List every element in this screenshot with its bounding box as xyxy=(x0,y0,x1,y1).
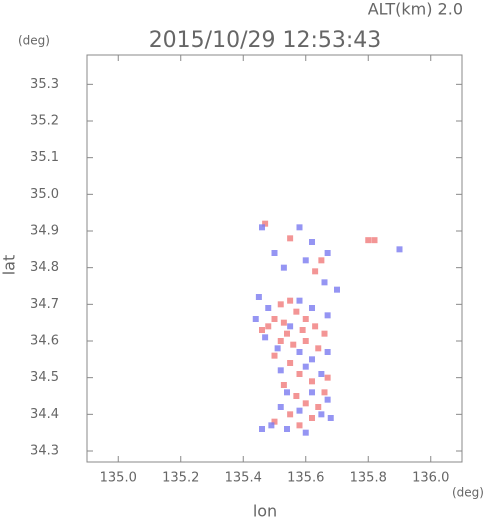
y-tick-label: 35.1 xyxy=(30,150,59,165)
data-point xyxy=(312,268,319,275)
data-point xyxy=(371,237,378,244)
data-point xyxy=(287,360,294,366)
y-tick-label: 34.9 xyxy=(30,224,59,239)
data-point xyxy=(265,323,272,330)
data-point xyxy=(262,334,269,341)
data-point xyxy=(302,363,309,370)
data-point xyxy=(324,312,331,319)
altitude-label: ALT(km) 2.0 xyxy=(368,0,463,19)
data-point xyxy=(296,422,303,429)
x-tick-label: 136.0 xyxy=(412,471,449,486)
data-point xyxy=(327,415,334,421)
data-point xyxy=(309,378,315,385)
data-point xyxy=(262,220,269,227)
y-tick-label: 34.8 xyxy=(30,260,59,275)
data-point xyxy=(277,367,284,374)
data-point xyxy=(284,426,290,432)
data-point xyxy=(318,411,325,418)
data-point xyxy=(324,396,331,403)
data-point xyxy=(287,235,294,242)
data-point xyxy=(309,305,315,311)
y-tick-label: 34.5 xyxy=(30,370,59,385)
data-point xyxy=(312,323,319,330)
data-point xyxy=(259,224,265,231)
y-tick-label: 35.0 xyxy=(30,187,59,202)
data-point xyxy=(296,224,303,231)
data-point xyxy=(324,250,331,256)
data-point xyxy=(296,349,303,355)
x-tick-label: 135.8 xyxy=(350,471,387,486)
x-tick-label: 135.2 xyxy=(162,471,199,486)
data-point xyxy=(271,316,278,322)
data-point xyxy=(277,338,284,344)
data-point xyxy=(309,356,315,363)
y-tick-label: 34.7 xyxy=(30,297,59,312)
y-axis-label: lat xyxy=(0,255,19,276)
data-point xyxy=(365,237,372,244)
y-tick-label: 34.3 xyxy=(30,444,59,459)
data-point xyxy=(396,246,403,253)
data-point xyxy=(287,297,294,304)
data-point xyxy=(252,316,259,322)
data-point xyxy=(255,294,262,300)
data-point xyxy=(287,411,294,418)
data-point xyxy=(290,341,297,348)
data-point xyxy=(284,330,290,337)
data-point xyxy=(334,286,340,293)
data-point xyxy=(309,239,315,245)
data-point xyxy=(280,264,287,271)
data-point xyxy=(309,389,315,396)
x-axis-label: lon xyxy=(253,502,277,521)
data-point xyxy=(318,257,325,264)
y-tick-label: 35.3 xyxy=(30,77,59,92)
data-point xyxy=(268,422,275,429)
data-point xyxy=(296,407,303,414)
x-tick-label: 135.4 xyxy=(225,471,262,486)
data-point xyxy=(271,418,278,425)
data-point xyxy=(302,316,309,322)
data-point xyxy=(265,305,272,311)
data-point xyxy=(302,400,309,407)
x-tick-label: 135.6 xyxy=(287,471,324,486)
plot-frame xyxy=(86,54,463,463)
chart-title: 2015/10/29 12:53:43 xyxy=(149,28,382,53)
data-point xyxy=(277,301,284,308)
data-point xyxy=(271,250,278,256)
y-tick-label: 34.6 xyxy=(30,334,59,349)
x-unit: (deg) xyxy=(452,486,484,500)
data-point xyxy=(296,371,303,377)
data-point xyxy=(274,345,281,352)
data-point xyxy=(296,297,303,304)
data-point xyxy=(321,279,328,286)
data-point xyxy=(271,352,278,359)
y-unit: (deg) xyxy=(18,34,50,48)
data-point xyxy=(302,257,309,264)
data-point xyxy=(321,389,328,396)
data-point xyxy=(277,404,284,410)
data-point xyxy=(324,374,331,381)
data-point xyxy=(309,415,315,421)
data-point xyxy=(259,426,265,432)
y-tick-label: 35.2 xyxy=(30,114,59,129)
y-tick-label: 34.4 xyxy=(30,407,59,422)
data-point xyxy=(315,345,322,352)
data-point xyxy=(324,349,331,355)
data-point xyxy=(321,330,328,337)
data-point xyxy=(293,393,300,399)
data-point xyxy=(280,319,287,326)
data-point xyxy=(318,371,325,377)
data-point xyxy=(293,308,300,315)
data-point xyxy=(315,404,322,410)
data-point xyxy=(284,389,290,396)
data-point xyxy=(302,429,309,436)
data-point xyxy=(302,338,309,344)
data-point xyxy=(259,327,265,333)
data-point xyxy=(287,323,294,330)
data-point xyxy=(299,327,306,333)
x-tick-label: 135.0 xyxy=(100,471,137,486)
data-point xyxy=(280,382,287,388)
